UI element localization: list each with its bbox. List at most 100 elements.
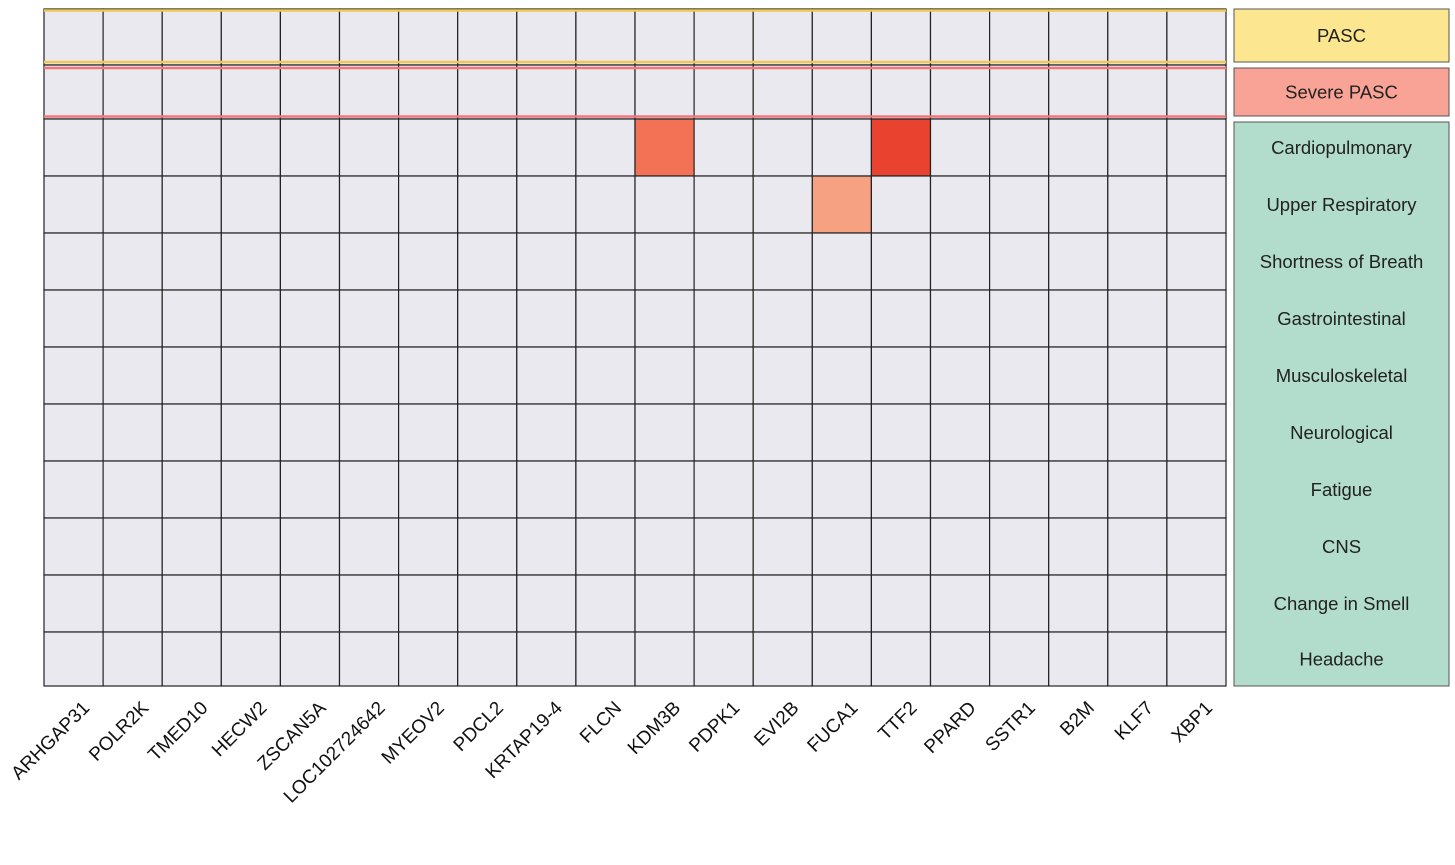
heatmap-cell-severe-pasc-sstr1 <box>988 64 1050 120</box>
heatmap-cell-upper-respiratory-polr2k <box>102 175 163 234</box>
heatmap-cell-neurological-zscan5a <box>279 403 341 462</box>
heatmap-cell-shortness-of-breath-arhgap31 <box>43 232 104 291</box>
heatmap-cell-change-in-smell-tmed10 <box>161 574 222 633</box>
x-tick-label-xbp1: XBP1 <box>1168 698 1217 747</box>
heatmap-cell-change-in-smell-xbp1 <box>1166 574 1227 633</box>
heatmap-cell-headache-zscan5a <box>279 631 341 687</box>
heatmap-cell-fatigue-hecw2 <box>220 460 282 519</box>
heatmap-cell-gastrointestinal-pdcl2 <box>457 289 518 348</box>
heatmap-cell-upper-respiratory-tmed10 <box>161 175 222 234</box>
heatmap-cell-gastrointestinal-ppard <box>929 289 991 348</box>
heatmap-cell-cardiopulmonary-klf7 <box>1107 118 1168 177</box>
heatmap-cell-upper-respiratory-pdcl2 <box>457 175 518 234</box>
x-tick-label-b2m: B2M <box>1056 698 1098 740</box>
heatmap-cell-cns-myeov2 <box>398 517 459 576</box>
heatmap-cell-pasc-loc102724642 <box>338 8 400 66</box>
heatmap-cell-musculoskeletal-sstr1 <box>988 346 1050 405</box>
heatmap-cell-upper-respiratory-krtap19-4 <box>516 175 577 234</box>
heatmap-cell-pasc-sstr1 <box>988 8 1050 66</box>
heatmap-cell-neurological-xbp1 <box>1166 403 1227 462</box>
heatmap-cell-gastrointestinal-flcn <box>575 289 636 348</box>
heatmap-cell-cardiopulmonary-loc102724642 <box>338 118 400 177</box>
group-box-severe-pasc <box>1233 67 1450 117</box>
heatmap-cell-pasc-hecw2 <box>220 8 282 66</box>
heatmap-cell-cns-kdm3b <box>634 517 695 576</box>
heatmap-cell-pasc-b2m <box>1048 8 1109 66</box>
heatmap-cell-shortness-of-breath-ppard <box>929 232 991 291</box>
heatmap-cell-change-in-smell-zscan5a <box>279 574 341 633</box>
heatmap-cell-gastrointestinal-hecw2 <box>220 289 282 348</box>
heatmap-cell-gastrointestinal-krtap19-4 <box>516 289 577 348</box>
heatmap-cell-gastrointestinal-klf7 <box>1107 289 1168 348</box>
heatmap-cell-gastrointestinal-sstr1 <box>988 289 1050 348</box>
heatmap-cell-change-in-smell-myeov2 <box>398 574 459 633</box>
heatmap-cell-musculoskeletal-flcn <box>575 346 636 405</box>
heatmap-cell-gastrointestinal-xbp1 <box>1166 289 1227 348</box>
heatmap-cell-musculoskeletal-polr2k <box>102 346 163 405</box>
heatmap-cell-fatigue-xbp1 <box>1166 460 1227 519</box>
heatmap-cell-severe-pasc-b2m <box>1048 64 1109 120</box>
heatmap-cell-cardiopulmonary-ttf2 <box>870 118 932 177</box>
heatmap-cell-headache-sstr1 <box>988 631 1050 687</box>
heatmap-cell-headache-klf7 <box>1107 631 1168 687</box>
heatmap-cell-fatigue-polr2k <box>102 460 163 519</box>
heatmap-cell-cns-pdpk1 <box>693 517 754 576</box>
row-label-change-in-smell: Change in Smell <box>1274 593 1410 614</box>
heatmap-cell-pasc-myeov2 <box>398 8 459 66</box>
row-label-shortness-of-breath: Shortness of Breath <box>1260 251 1424 272</box>
heatmap-cell-headache-pdpk1 <box>693 631 754 687</box>
x-tick-label-evi2b: EVI2B <box>750 698 803 751</box>
x-tick-labels: ARHGAP31POLR2KTMED10HECW2ZSCAN5ALOC10272… <box>8 697 1217 807</box>
heatmap-cell-cns-ttf2 <box>870 517 932 576</box>
heatmap-cell-upper-respiratory-loc102724642 <box>338 175 400 234</box>
heatmap-cell-change-in-smell-hecw2 <box>220 574 282 633</box>
heatmap-cell-cns-loc102724642 <box>338 517 400 576</box>
heatmap-cell-change-in-smell-pdpk1 <box>693 574 754 633</box>
heatmap-cell-gastrointestinal-ttf2 <box>870 289 932 348</box>
group-box-symptoms <box>1233 121 1450 687</box>
heatmap-cell-musculoskeletal-kdm3b <box>634 346 695 405</box>
heatmap-cell-upper-respiratory-b2m <box>1048 175 1109 234</box>
heatmap-cell-headache-pdcl2 <box>457 631 518 687</box>
x-tick-label-flcn: FLCN <box>576 698 626 748</box>
heatmap-cell-headache-loc102724642 <box>338 631 400 687</box>
heatmap-cell-change-in-smell-evi2b <box>752 574 813 633</box>
heatmap-cell-severe-pasc-pdpk1 <box>693 64 754 120</box>
heatmap-cell-musculoskeletal-ppard <box>929 346 991 405</box>
x-tick-label-klf7: KLF7 <box>1111 698 1158 745</box>
heatmap-cell-upper-respiratory-zscan5a <box>279 175 341 234</box>
heatmap-cell-upper-respiratory-ttf2 <box>870 175 932 234</box>
heatmap-cell-neurological-ttf2 <box>870 403 932 462</box>
x-tick-label-tmed10: TMED10 <box>144 698 212 766</box>
heatmap-cell-gastrointestinal-polr2k <box>102 289 163 348</box>
heatmap-cell-upper-respiratory-klf7 <box>1107 175 1168 234</box>
x-tick-label-ppard: PPARD <box>920 698 980 758</box>
heatmap-cell-headache-b2m <box>1048 631 1109 687</box>
heatmap-cell-neurological-polr2k <box>102 403 163 462</box>
heatmap-cell-neurological-evi2b <box>752 403 813 462</box>
heatmap-cell-pasc-ppard <box>929 8 991 66</box>
heatmap-cell-gastrointestinal-loc102724642 <box>338 289 400 348</box>
heatmap-cell-fatigue-fuca1 <box>811 460 872 519</box>
heatmap-cell-change-in-smell-b2m <box>1048 574 1109 633</box>
heatmap-cell-fatigue-evi2b <box>752 460 813 519</box>
heatmap-cell-upper-respiratory-myeov2 <box>398 175 459 234</box>
heatmap-cell-gastrointestinal-myeov2 <box>398 289 459 348</box>
heatmap-cell-cardiopulmonary-xbp1 <box>1166 118 1227 177</box>
heatmap-cell-upper-respiratory-hecw2 <box>220 175 282 234</box>
heatmap-cell-musculoskeletal-loc102724642 <box>338 346 400 405</box>
heatmap-cell-fatigue-kdm3b <box>634 460 695 519</box>
heatmap-cell-upper-respiratory-flcn <box>575 175 636 234</box>
heatmap-cell-neurological-fuca1 <box>811 403 872 462</box>
row-label-pasc: PASC <box>1317 25 1366 46</box>
heatmap-cell-change-in-smell-sstr1 <box>988 574 1050 633</box>
x-tick-label-fuca1: FUCA1 <box>804 698 863 757</box>
heatmap-cell-gastrointestinal-zscan5a <box>279 289 341 348</box>
heatmap-cell-fatigue-arhgap31 <box>43 460 104 519</box>
heatmap-cell-headache-krtap19-4 <box>516 631 577 687</box>
row-label-cardiopulmonary: Cardiopulmonary <box>1271 137 1413 158</box>
x-tick-label-loc102724642: LOC102724642 <box>280 698 390 808</box>
heatmap-cell-gastrointestinal-kdm3b <box>634 289 695 348</box>
heatmap-cell-upper-respiratory-kdm3b <box>634 175 695 234</box>
heatmap-cell-pasc-arhgap31 <box>43 8 104 66</box>
